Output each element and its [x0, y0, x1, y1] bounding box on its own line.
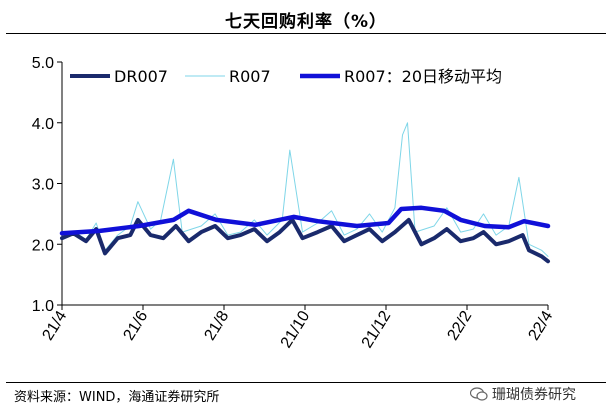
legend-label-0: DR007 [114, 67, 168, 86]
chart-legend: DR007 R007 R007：20日移动平均 [70, 67, 502, 86]
legend-label-1: R007 [229, 67, 271, 86]
chart-axes [61, 62, 548, 306]
title-rule [6, 33, 606, 34]
chart-lines [59, 122, 551, 264]
source-rule [6, 382, 606, 383]
wechat-icon [470, 387, 488, 401]
x-tick-label: 22/4 [525, 308, 556, 344]
y-tick-label: 3.0 [32, 177, 54, 194]
series-line-1 [61, 122, 549, 257]
x-tick-label: 21/8 [201, 308, 232, 344]
y-tick-label: 4.0 [32, 116, 54, 133]
watermark-text: 珊瑚债券研究 [492, 387, 576, 403]
chart-title: 七天回购利率（%） [224, 12, 388, 32]
chart-ticks: 1.02.03.04.05.021/4 21/6 21/8 21/10 21/12 22/… [32, 55, 557, 351]
y-tick-label: 5.0 [32, 55, 54, 72]
x-tick-label: 21/6 [120, 308, 151, 344]
line-chart: 1.02.03.04.05.021/4 21/6 21/8 21/10 21/12 22/… [32, 55, 557, 351]
source-note: 资料来源：WIND，海通证券研究所 [14, 390, 220, 405]
watermark: 珊瑚债券研究 [470, 384, 576, 404]
legend-label-2: R007：20日移动平均 [344, 67, 502, 86]
y-tick-label: 2.0 [32, 237, 54, 254]
y-tick-label: 1.0 [32, 298, 54, 315]
x-tick-label: 21/12 [359, 308, 395, 351]
series-line-2 [59, 205, 551, 236]
x-tick-label: 22/2 [444, 308, 475, 344]
x-tick-label: 21/10 [278, 308, 314, 351]
